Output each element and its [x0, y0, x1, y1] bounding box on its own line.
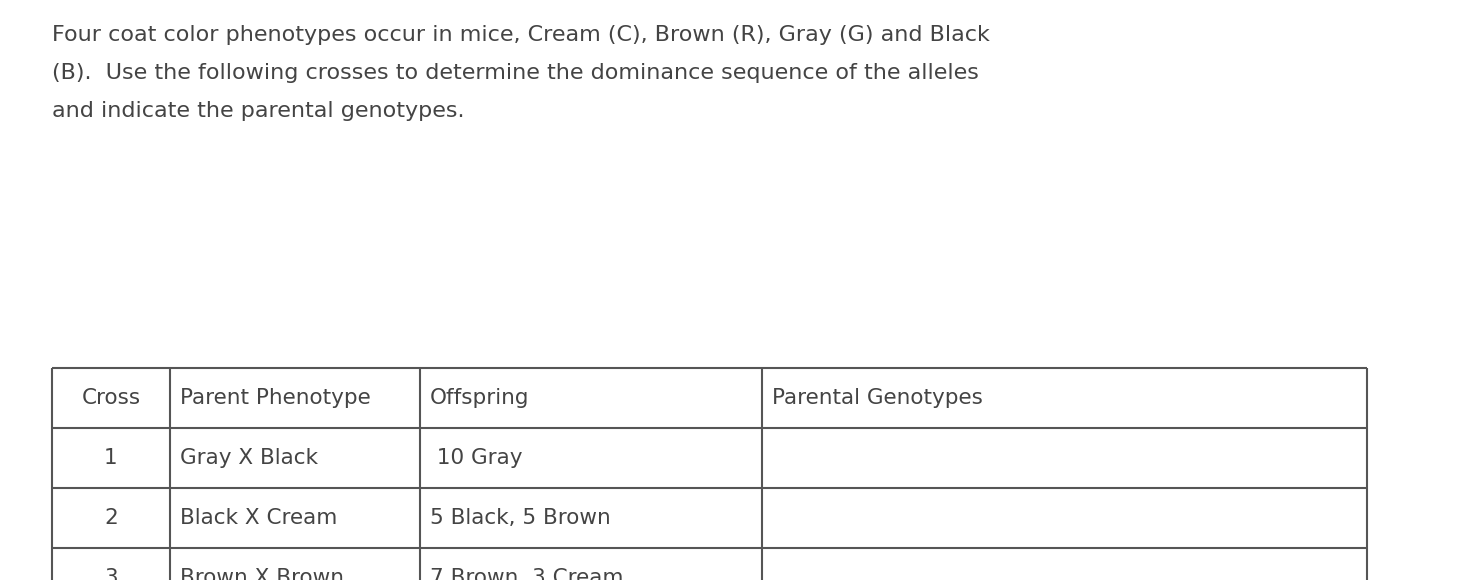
Text: 1: 1	[104, 448, 117, 468]
Text: 10 Gray: 10 Gray	[430, 448, 523, 468]
Text: Gray X Black: Gray X Black	[179, 448, 319, 468]
Text: 3: 3	[104, 568, 117, 580]
Text: Four coat color phenotypes occur in mice, Cream (C), Brown (R), Gray (G) and Bla: Four coat color phenotypes occur in mice…	[52, 25, 990, 45]
Text: Black X Cream: Black X Cream	[179, 508, 338, 528]
Text: Parent Phenotype: Parent Phenotype	[179, 388, 370, 408]
Text: 2: 2	[104, 508, 119, 528]
Text: Parental Genotypes: Parental Genotypes	[772, 388, 983, 408]
Text: 7 Brown, 3 Cream: 7 Brown, 3 Cream	[430, 568, 624, 580]
Text: 5 Black, 5 Brown: 5 Black, 5 Brown	[430, 508, 611, 528]
Text: Offspring: Offspring	[430, 388, 529, 408]
Text: and indicate the parental genotypes.: and indicate the parental genotypes.	[52, 101, 464, 121]
Text: Brown X Brown: Brown X Brown	[179, 568, 344, 580]
Text: (B).  Use the following crosses to determine the dominance sequence of the allel: (B). Use the following crosses to determ…	[52, 63, 980, 83]
Text: Cross: Cross	[82, 388, 141, 408]
